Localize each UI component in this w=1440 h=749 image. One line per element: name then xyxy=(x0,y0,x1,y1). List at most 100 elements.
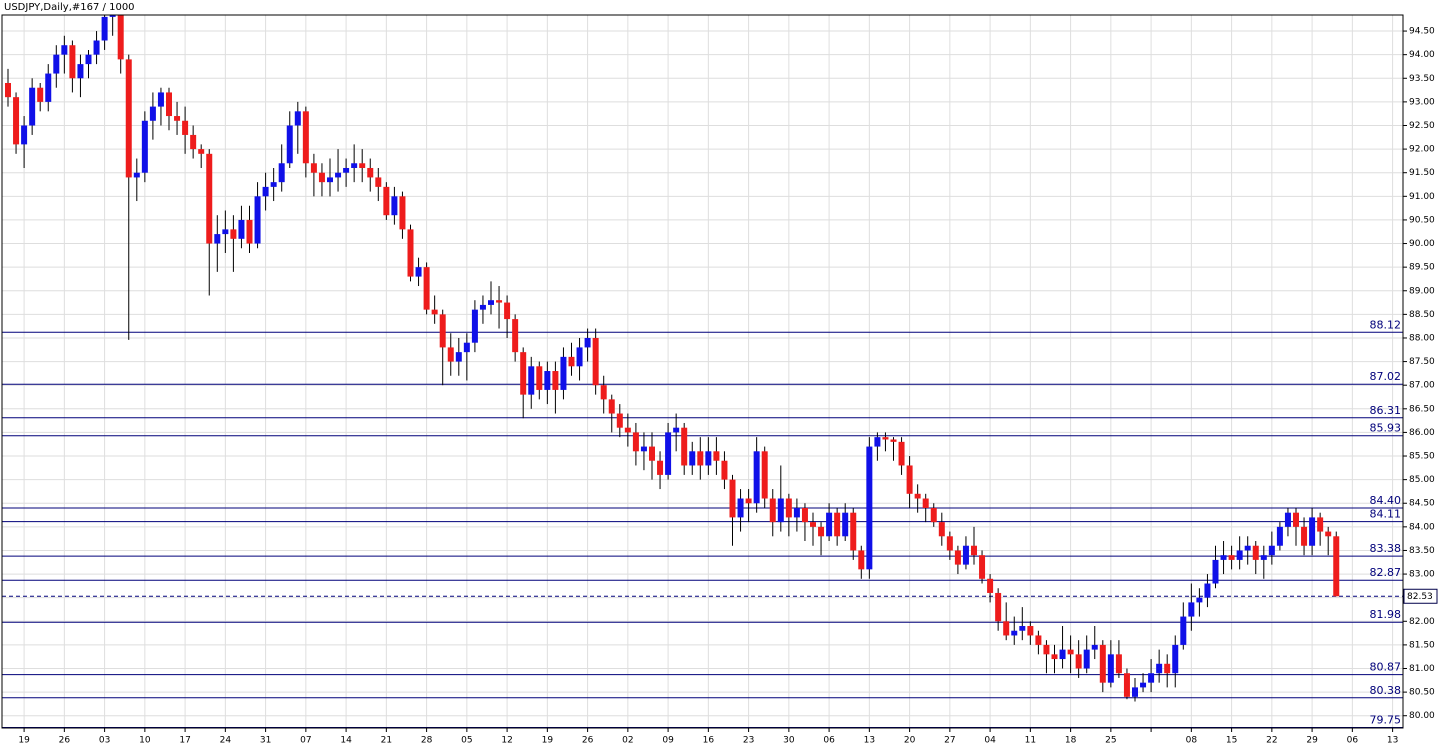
candle-body xyxy=(761,451,768,499)
x-tick-label: 20 xyxy=(904,736,916,746)
y-tick-label: 88.50 xyxy=(1409,310,1435,320)
x-tick-label: 02 xyxy=(622,736,633,746)
candle-body xyxy=(471,309,478,343)
candle-body xyxy=(1164,663,1171,674)
x-tick-label: 06 xyxy=(1347,736,1359,746)
candle-body xyxy=(1309,517,1316,546)
candle-body xyxy=(262,186,269,197)
candle-body xyxy=(439,314,446,348)
candle-body xyxy=(882,437,889,440)
y-tick-label: 83.50 xyxy=(1409,546,1435,556)
candle-body xyxy=(77,64,84,79)
x-tick-label: 06 xyxy=(823,736,835,746)
candle-body xyxy=(117,15,124,60)
x-tick-label: 15 xyxy=(1226,736,1237,746)
candle-body xyxy=(850,512,857,551)
x-tick-label: 26 xyxy=(59,736,71,746)
candle-body xyxy=(327,177,333,183)
candle-body xyxy=(125,59,132,178)
level-label: 84.40 xyxy=(1370,494,1402,507)
candle-body xyxy=(504,302,511,320)
candle-body xyxy=(270,182,277,187)
candle-body xyxy=(1244,545,1251,551)
level-label: 82.87 xyxy=(1370,566,1402,579)
level-label: 81.98 xyxy=(1370,608,1402,621)
candle-body xyxy=(101,16,108,41)
y-tick-label: 84.00 xyxy=(1409,522,1435,532)
level-label: 85.93 xyxy=(1370,422,1402,435)
x-tick-label: 17 xyxy=(179,736,190,746)
candle-body xyxy=(141,120,148,173)
candle-body xyxy=(415,267,422,277)
x-tick-label: 21 xyxy=(381,736,392,746)
y-tick-label: 94.50 xyxy=(1409,27,1435,37)
axis: 80.0080.5081.0081.5082.0082.5083.0083.50… xyxy=(18,27,1435,746)
candle-body xyxy=(721,460,728,480)
level-label: 86.31 xyxy=(1370,404,1402,417)
y-tick-label: 85.50 xyxy=(1409,452,1435,462)
candle-body xyxy=(286,125,293,164)
plot-frame xyxy=(1,14,1404,729)
candle-body xyxy=(842,512,849,537)
candle-body xyxy=(624,427,631,433)
y-tick-label: 82.00 xyxy=(1409,617,1435,627)
candle-body xyxy=(995,592,1002,622)
candle-body xyxy=(1228,555,1235,560)
candle-body xyxy=(834,512,841,537)
y-tick-label: 81.00 xyxy=(1409,664,1435,674)
candle-body xyxy=(987,578,994,593)
candle-body xyxy=(246,219,253,244)
candle-body xyxy=(496,300,503,303)
candle-body xyxy=(874,437,881,447)
candle-body xyxy=(930,507,937,523)
candle-body xyxy=(447,347,454,362)
candle-body xyxy=(1132,687,1138,697)
candle-body xyxy=(302,111,309,164)
candle-body xyxy=(1333,536,1340,597)
candle-body xyxy=(423,267,430,310)
candle-body xyxy=(37,87,44,102)
candle-body xyxy=(222,229,229,235)
candle-body xyxy=(1123,673,1130,697)
candle-body xyxy=(906,465,913,494)
candle-body xyxy=(1027,626,1034,636)
level-label: 80.87 xyxy=(1370,661,1402,674)
candle-body xyxy=(552,371,559,390)
x-tick-label: 11 xyxy=(1025,736,1036,746)
level-label: 87.02 xyxy=(1370,370,1402,383)
level-label: 80.38 xyxy=(1370,684,1402,697)
candle-body xyxy=(1188,602,1195,617)
candle-body xyxy=(278,163,285,183)
grid xyxy=(2,15,1403,728)
candle-body xyxy=(431,309,438,315)
candle-body xyxy=(359,163,366,168)
candle-body xyxy=(1325,531,1332,537)
candle-body xyxy=(512,319,519,353)
x-tick-label: 29 xyxy=(1306,736,1318,746)
y-tick-label: 86.00 xyxy=(1409,428,1435,438)
x-tick-label: 24 xyxy=(220,736,232,746)
candle-body xyxy=(1301,526,1308,546)
candle-body xyxy=(520,352,527,395)
y-tick-label: 89.00 xyxy=(1409,286,1435,296)
y-tick-label: 93.00 xyxy=(1409,97,1435,107)
candle-body xyxy=(375,177,382,187)
y-tick-label: 91.50 xyxy=(1409,168,1435,178)
candle-body xyxy=(938,522,945,537)
candle-body xyxy=(399,196,406,230)
candle-body xyxy=(1091,644,1098,650)
candle-body xyxy=(1011,630,1018,636)
candle-body xyxy=(1107,654,1114,683)
x-tick-label: 28 xyxy=(421,736,433,746)
candle-body xyxy=(971,545,977,556)
candle-body xyxy=(310,163,317,173)
candle-body xyxy=(1067,649,1074,655)
candle-body xyxy=(69,45,76,79)
candle-body xyxy=(1035,635,1042,645)
candle-body xyxy=(576,347,583,367)
y-tick-label: 92.00 xyxy=(1409,145,1435,155)
candle-body xyxy=(45,73,52,102)
candle-body xyxy=(649,446,655,461)
candle-body xyxy=(1140,682,1147,688)
